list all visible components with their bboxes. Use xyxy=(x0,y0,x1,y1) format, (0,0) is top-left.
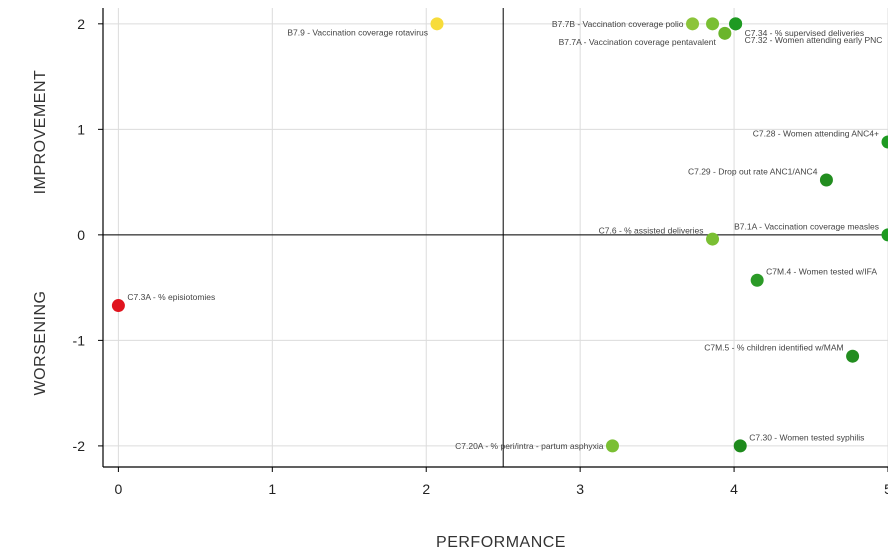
point-label: C7.28 - Women attending ANC4+ xyxy=(753,129,879,139)
y-tick-label: 1 xyxy=(77,121,85,137)
point-label: C7.3A - % episiotomies xyxy=(127,292,215,302)
axes xyxy=(98,8,888,472)
y-tick-label: -2 xyxy=(73,438,86,454)
point-label: C7.32 - Women attending early PNC xyxy=(745,35,883,45)
reference-lines xyxy=(103,8,888,467)
point-label: B7.7A - Vaccination coverage pentavalent xyxy=(559,37,717,47)
data-point[interactable] xyxy=(430,17,444,31)
x-tick-label: 4 xyxy=(730,481,738,497)
data-point[interactable] xyxy=(111,299,125,313)
point-label: B7.7B - Vaccination coverage polio xyxy=(552,19,684,29)
data-point[interactable] xyxy=(846,349,860,363)
x-axis-title: PERFORMANCE xyxy=(436,534,566,551)
y-axis-title-worsening: WORSENING xyxy=(32,291,49,396)
x-tick-label: 1 xyxy=(268,481,276,497)
data-point[interactable] xyxy=(819,173,833,187)
data-point[interactable] xyxy=(881,228,888,242)
data-point[interactable] xyxy=(729,17,743,31)
x-tick-label: 0 xyxy=(114,481,122,497)
point-label: B7.9 - Vaccination coverage rotavirus xyxy=(287,27,428,37)
tick-labels: 0 1 2 3 4 5 -2 -1 0 1 2 xyxy=(73,16,888,497)
point-label: C7.6 - % assisted deliveries xyxy=(599,226,704,236)
point-label: C7M.4 - Women tested w/IFA xyxy=(766,267,877,277)
point-label: C7.29 - Drop out rate ANC1/ANC4 xyxy=(688,166,818,176)
data-point[interactable] xyxy=(750,273,764,287)
point-label: C7.30 - Women tested syphilis xyxy=(749,432,864,442)
y-tick-label: -1 xyxy=(73,332,86,348)
y-tick-label: 0 xyxy=(77,227,85,243)
point-label: C7M.5 - % children identified w/MAM xyxy=(704,343,843,353)
x-tick-label: 3 xyxy=(576,481,584,497)
point-label: B7.1A - Vaccination coverage measles xyxy=(734,221,879,231)
y-axis-title-improvement: IMPROVEMENT xyxy=(32,70,49,195)
data-point[interactable] xyxy=(706,17,720,31)
point-labels: B7.9 - Vaccination coverage rotavirus B7.… xyxy=(127,19,882,451)
grid-lines xyxy=(103,8,888,467)
x-tick-label: 2 xyxy=(422,481,430,497)
point-label: C7.20A - % peri/intra - partum asphyxia xyxy=(455,441,604,451)
data-point[interactable] xyxy=(686,17,700,31)
data-point[interactable] xyxy=(706,232,720,246)
data-point[interactable] xyxy=(605,439,619,453)
data-point[interactable] xyxy=(718,26,732,40)
x-tick-label: 5 xyxy=(884,481,888,497)
point-label: C7.34 - % supervised deliveries xyxy=(745,28,865,38)
data-point[interactable] xyxy=(881,135,888,149)
data-points xyxy=(111,17,888,453)
y-tick-label: 2 xyxy=(77,16,85,32)
data-point[interactable] xyxy=(733,439,747,453)
